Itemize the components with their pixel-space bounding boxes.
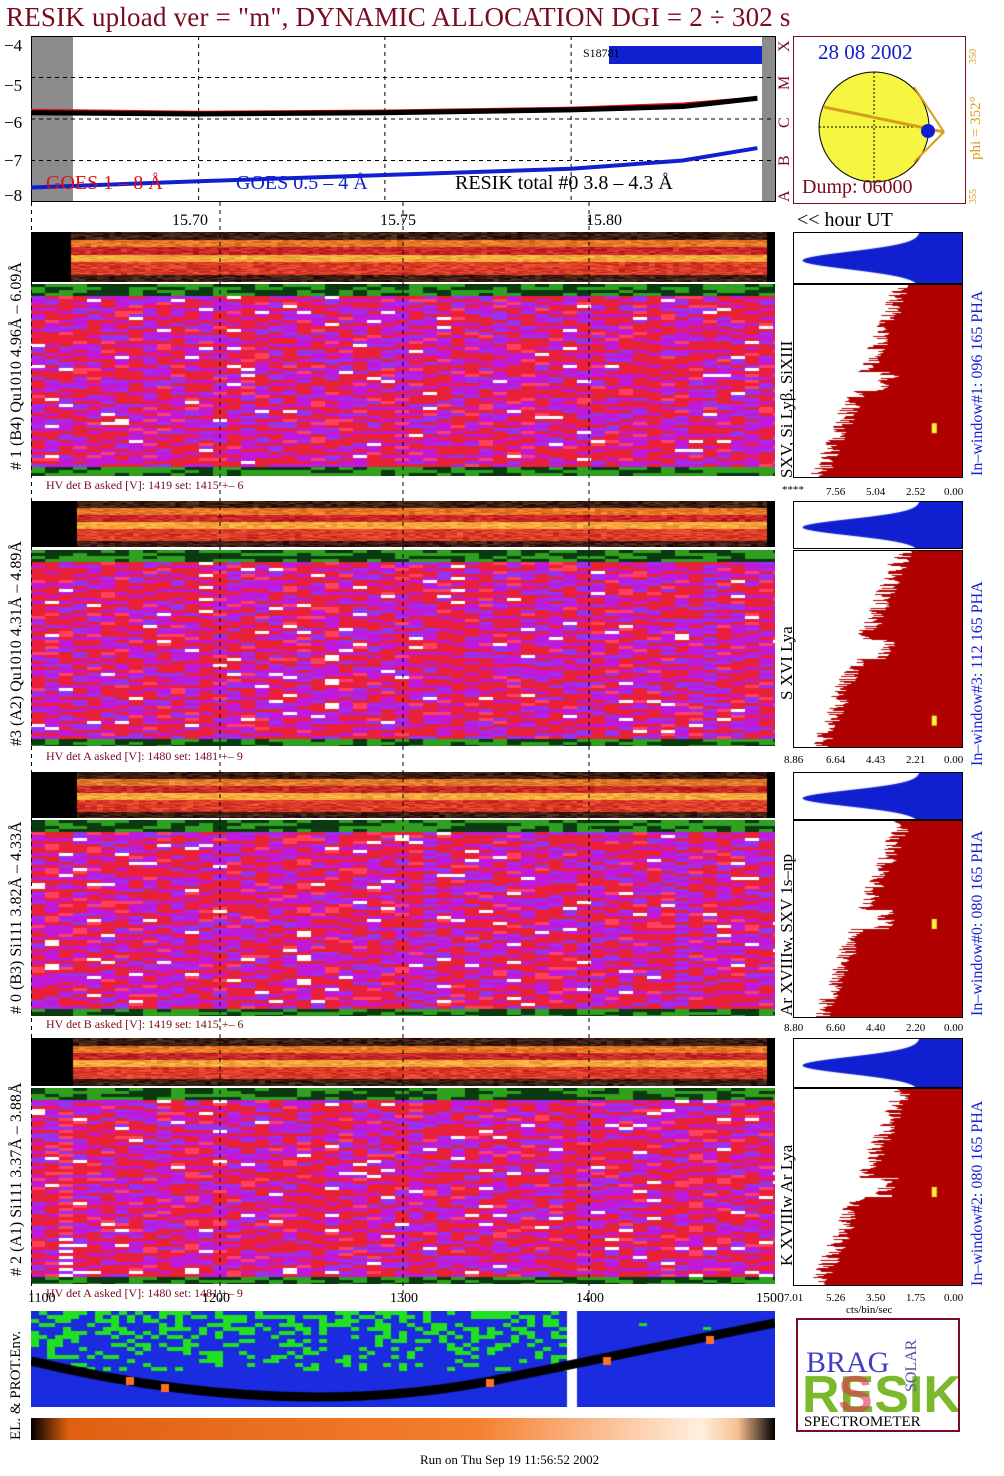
environment-label: EL. & PROT.Env. bbox=[8, 1330, 24, 1440]
class-letter-a: A bbox=[776, 190, 793, 202]
channel-0-top-spectrogram bbox=[31, 772, 775, 818]
channel-2-count-tick: 5.26 bbox=[826, 1292, 846, 1304]
channel-2-label: # 2 (A1) Si111 3.37Å – 3.88Å bbox=[8, 1082, 25, 1276]
channel-1-hv-label: HV det B asked [V]: 1419 set: 1415 +– 6 bbox=[46, 478, 244, 492]
y-tick-label: −5 bbox=[4, 76, 23, 95]
channel-2-count-tick: 7.01 bbox=[784, 1292, 804, 1304]
channel-2-count-tick: 3.50 bbox=[866, 1292, 886, 1304]
class-letter-b: B bbox=[776, 155, 793, 166]
channel-3-top-spectrogram bbox=[31, 501, 775, 547]
series-line-2 bbox=[31, 95, 758, 117]
channel-2-hv-label: HV det A asked [V]: 1480 set: 1481 +– 9 bbox=[46, 1286, 243, 1300]
channel-0-spectrogram bbox=[31, 820, 775, 1016]
channel-1-count-tick: 7.56 bbox=[826, 486, 846, 498]
flare-class-column: X M C B A bbox=[776, 36, 793, 202]
channel-3-spectrogram bbox=[31, 550, 775, 746]
channel-1-pha-histogram bbox=[793, 284, 963, 478]
channel-0-pha-histogram bbox=[793, 820, 963, 1018]
channel-1-spectrogram bbox=[31, 284, 775, 476]
channel-0-count-tick: 4.40 bbox=[866, 1022, 886, 1034]
channel-3-pha-label: In–window#3: 112 165 PHA bbox=[969, 581, 986, 766]
sun-globe-panel bbox=[793, 36, 966, 204]
observation-date: 28 08 2002 bbox=[818, 40, 913, 64]
channel-3-pha-histogram bbox=[793, 550, 963, 748]
channel-0-count-tick: 6.60 bbox=[826, 1022, 846, 1034]
channel-2-top-spectrogram bbox=[31, 1038, 775, 1086]
annotation-box-label: S18781 bbox=[583, 46, 620, 60]
resik-logo: BRAG RESIK S SOLAR SPECTROMETER bbox=[796, 1318, 961, 1432]
logo-spectrometer: SPECTROMETER bbox=[804, 1414, 921, 1430]
run-timestamp: Run on Thu Sep 19 11:56:52 2002 bbox=[420, 1452, 600, 1467]
channel-3-count-tick: 8.86 bbox=[784, 754, 804, 766]
channel-1-count-tick: 5.04 bbox=[866, 486, 886, 498]
channel-0-hv-label: HV det B asked [V]: 1419 set: 1415 +– 6 bbox=[46, 1017, 244, 1031]
channel-3-count-tick: 2.21 bbox=[906, 754, 926, 766]
channel-3-hv-label: HV det A asked [V]: 1480 set: 1481 +– 9 bbox=[46, 749, 243, 763]
annotation-box bbox=[609, 46, 762, 64]
channel-0-label: # 0 (B3) Si111 3.82Å – 4.33Å bbox=[8, 821, 25, 1014]
channel-3-pha-small bbox=[793, 501, 963, 549]
count-unit-label: cts/bin/sec bbox=[846, 1304, 893, 1316]
channel-1-label: # 1 (B4) Qu1010 4.96Å – 6.09Å bbox=[8, 262, 25, 470]
page-title: RESIK upload ver = "m", DYNAMIC ALLOCATI… bbox=[6, 2, 791, 32]
sun-globe bbox=[818, 71, 945, 183]
channel-2-count-tick: 0.00 bbox=[944, 1292, 964, 1304]
phi-label: phi = 352° bbox=[968, 96, 984, 160]
x-tick-label: 15.70 bbox=[172, 212, 208, 229]
legend-goes-short: GOES 0.5 – 4 Å bbox=[236, 172, 368, 194]
class-letter-x: X bbox=[776, 40, 793, 52]
channel-3-label: #3 (A2) Qu1010 4.31Å – 4.89Å bbox=[8, 541, 25, 746]
channel-1-pha-small bbox=[793, 232, 963, 284]
channel-3-count-tick: 4.43 bbox=[866, 754, 886, 766]
channel-3-count-tick: 0.00 bbox=[944, 754, 964, 766]
resik-logo-art: BRAG RESIK S SOLAR SPECTROMETER bbox=[798, 1339, 961, 1430]
channel-1-count-tick: 2.52 bbox=[906, 486, 926, 498]
channel-1-pha-label: In–window#1: 096 165 PHA bbox=[969, 290, 986, 476]
y-tick-label: −8 bbox=[4, 186, 23, 205]
bin-tick-label: 1400 bbox=[576, 1291, 604, 1306]
channel-2-spectrogram bbox=[31, 1088, 775, 1284]
bin-tick-label: 1100 bbox=[28, 1291, 56, 1306]
channel-2-pha-histogram bbox=[793, 1088, 963, 1286]
logo-solar: SOLAR bbox=[903, 1339, 920, 1392]
series-line-1 bbox=[31, 146, 758, 190]
legend-resik-total: RESIK total #0 3.8 – 4.3 Å bbox=[455, 172, 673, 194]
environment-bar bbox=[31, 1418, 775, 1440]
channel-1-top-spectrogram bbox=[31, 232, 775, 282]
channel-0-count-tick: 0.00 bbox=[944, 1022, 964, 1034]
channel-3-count-tick: 6.64 bbox=[826, 754, 846, 766]
logo-brag: BRAG bbox=[806, 1346, 889, 1379]
x-tick-label: 15.80 bbox=[586, 212, 622, 229]
bin-tick-label: 1500 bbox=[756, 1291, 784, 1306]
dump-label: Dump: 06000 bbox=[802, 176, 913, 198]
phi-tick: 350 bbox=[968, 49, 979, 64]
environment-map bbox=[31, 1311, 775, 1407]
channel-2-count-tick: 1.75 bbox=[906, 1292, 926, 1304]
y-tick-label: −4 bbox=[4, 36, 23, 55]
class-letter-c: C bbox=[776, 117, 793, 128]
hour-ut-label: << hour UT bbox=[797, 209, 893, 231]
channel-1-count-tick: **** bbox=[782, 484, 804, 496]
channel-0-pha-small bbox=[793, 772, 963, 820]
channel-1-count-tick: 0.00 bbox=[944, 486, 964, 498]
channel-2-pha-small bbox=[793, 1038, 963, 1088]
x-tick-label: 15.75 bbox=[380, 212, 416, 229]
channel-0-pha-label: In–window#0: 080 165 PHA bbox=[969, 830, 986, 1016]
bin-tick-label: 1300 bbox=[390, 1291, 418, 1306]
goes-lightcurve-chart bbox=[31, 36, 776, 202]
phi-tick: 355 bbox=[968, 189, 979, 204]
class-letter-m: M bbox=[776, 75, 793, 90]
y-tick-label: −6 bbox=[4, 113, 23, 132]
channel-0-count-tick: 8.80 bbox=[784, 1022, 804, 1034]
y-tick-label: −7 bbox=[4, 151, 23, 170]
channel-0-count-tick: 2.20 bbox=[906, 1022, 926, 1034]
legend-goes-long: GOES 1 – 8 Å bbox=[46, 172, 163, 194]
channel-2-pha-label: In–window#2: 080 165 PHA bbox=[969, 1100, 986, 1286]
bin-tick-label: 1200 bbox=[202, 1291, 230, 1306]
